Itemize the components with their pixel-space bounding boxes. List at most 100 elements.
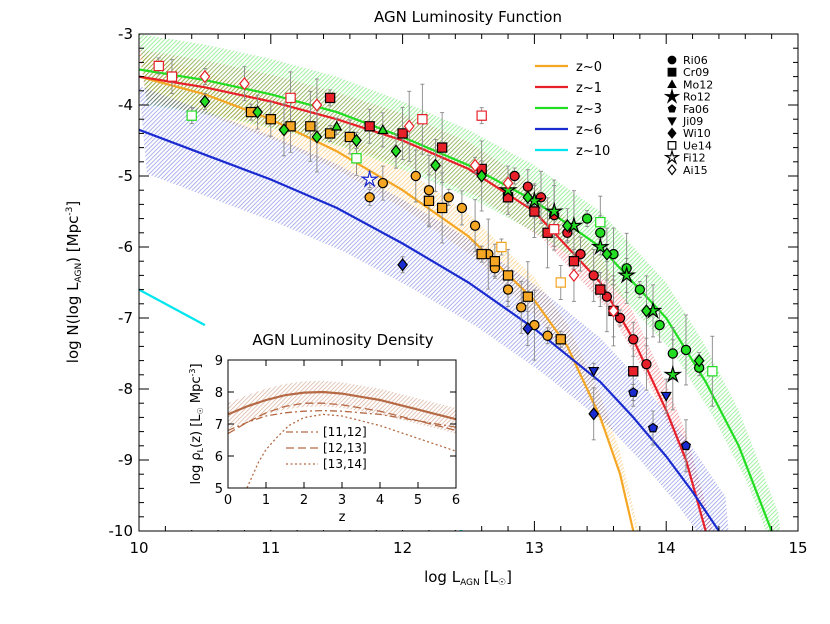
- inset-y-label-sup: -3: [188, 369, 197, 377]
- point-ue14: [186, 110, 197, 121]
- point-ai15: [608, 304, 619, 318]
- point-cr09: [502, 270, 514, 281]
- point-ai15: [693, 353, 705, 368]
- legend-marker-label-ji09: Ji09: [682, 115, 703, 128]
- y-tick-label: -4: [118, 96, 133, 114]
- point-ai15: [239, 76, 250, 91]
- legend-marker-ro12: [663, 87, 681, 104]
- inset-curves: [228, 380, 456, 488]
- point-cr09: [568, 256, 580, 267]
- inset-x-axis-label: z: [339, 510, 346, 525]
- point-ue14: [153, 60, 164, 72]
- point-ai15: [199, 94, 211, 109]
- legend-marker-label-ai15: Ai15: [683, 164, 708, 177]
- data-points: [153, 60, 718, 451]
- y-tick-label: -3: [118, 25, 133, 43]
- point-ro12: [590, 237, 610, 256]
- x-axis-label-close: ]: [506, 568, 512, 586]
- legend-marker-wi10: [667, 127, 677, 139]
- point-ri06: [641, 358, 652, 370]
- legend-marker-label-ri06: Ri06: [683, 54, 708, 67]
- x-axis-label-unit: [L: [484, 568, 499, 586]
- point-cr09: [628, 366, 639, 377]
- point-ue14: [417, 114, 428, 125]
- y-axis-label: log N(log LAGN) [Mpc-3]: [64, 201, 84, 363]
- y-axis-label-main: log N(log L: [64, 282, 82, 363]
- inset-legend-label: [13,14]: [323, 457, 367, 471]
- point-ue14: [496, 241, 507, 253]
- curve-z-3: [139, 68, 773, 531]
- point-cr09: [489, 256, 501, 267]
- inset-curve-dash-dot: [228, 409, 456, 431]
- point-ai15: [390, 144, 402, 158]
- y-tick-label: -5: [118, 167, 133, 185]
- point-ri06: [542, 330, 553, 341]
- inset-x-tick-label: 0: [224, 493, 232, 508]
- point-ai15: [476, 169, 488, 183]
- point-ai15: [561, 218, 573, 233]
- inset-y-label-unit: Mpc: [189, 377, 204, 408]
- inset-y-label-close: ]: [189, 363, 204, 368]
- point-cr09: [423, 195, 435, 207]
- point-ai15: [403, 119, 415, 134]
- point-ri06: [522, 181, 534, 192]
- legend-marker-ji09: [667, 117, 677, 127]
- point-ri06: [509, 170, 520, 182]
- inset-x-tick-label: 5: [414, 493, 422, 508]
- point-ri06: [443, 192, 454, 203]
- x-tick-label: 11: [261, 539, 280, 557]
- point-ai15: [252, 105, 263, 119]
- point-cr09: [265, 114, 276, 125]
- point-ri06: [410, 170, 421, 182]
- y-tick-label: -6: [118, 238, 133, 256]
- point-ai15: [351, 133, 362, 148]
- point-ue14: [351, 153, 362, 164]
- point-ro12: [544, 201, 564, 220]
- point-cr09: [529, 206, 540, 217]
- curve-z-10: [139, 288, 206, 327]
- curve-z-6: [139, 128, 720, 531]
- legend-marker-fi12: [663, 148, 681, 165]
- main-axes: 10 11 12 13 14 15-3-4-5-6-7-8-9-10: [109, 25, 808, 557]
- point-cr09: [245, 106, 257, 118]
- point-ri06: [628, 334, 639, 345]
- point-ai15: [469, 158, 481, 173]
- point-ai15: [430, 158, 441, 173]
- point-ri06: [364, 192, 375, 203]
- x-tick-label: 12: [393, 539, 412, 557]
- inset-y-tick-label: 7: [215, 418, 223, 433]
- legend-marker-cr09: [667, 67, 677, 77]
- point-ro12: [617, 265, 637, 284]
- inset-y-label-rest: (z) [L: [189, 414, 204, 448]
- point-cr09: [364, 121, 375, 132]
- inset-curve-dotted: [246, 413, 456, 488]
- legend-marker-ai15: [667, 164, 677, 176]
- point-ai15: [502, 176, 514, 190]
- point-ue14: [285, 92, 296, 104]
- inset-x-tick-label: 1: [262, 493, 270, 508]
- x-tick-label: 13: [525, 539, 544, 557]
- legend-marker-label-cr09: Cr09: [683, 66, 709, 79]
- x-tick-label: 15: [788, 539, 807, 557]
- inset-title: AGN Luminosity Density: [252, 331, 433, 349]
- point-cr09: [522, 291, 534, 302]
- inset-y-tick-label: 9: [215, 354, 223, 369]
- y-axis-label-close: ]: [64, 201, 82, 207]
- inset-x-tick-label: 6: [452, 493, 460, 508]
- legend-label-z-3: z~3: [576, 102, 602, 117]
- point-ue14: [555, 277, 566, 288]
- point-ri06: [667, 348, 678, 359]
- point-ri06: [469, 220, 481, 231]
- point-cr09: [324, 92, 336, 104]
- plot-frame: [138, 33, 799, 532]
- point-ri06: [502, 284, 514, 295]
- point-ri06: [634, 284, 646, 295]
- point-cr09: [305, 121, 316, 132]
- legend-marker-label-ue14: Ue14: [683, 139, 712, 152]
- point-ue14: [707, 366, 718, 377]
- point-cr09: [436, 202, 448, 214]
- inset-x-tick-label: 4: [376, 493, 384, 508]
- legend-label-z-10: z~10: [576, 144, 610, 159]
- point-wi10: [588, 407, 600, 421]
